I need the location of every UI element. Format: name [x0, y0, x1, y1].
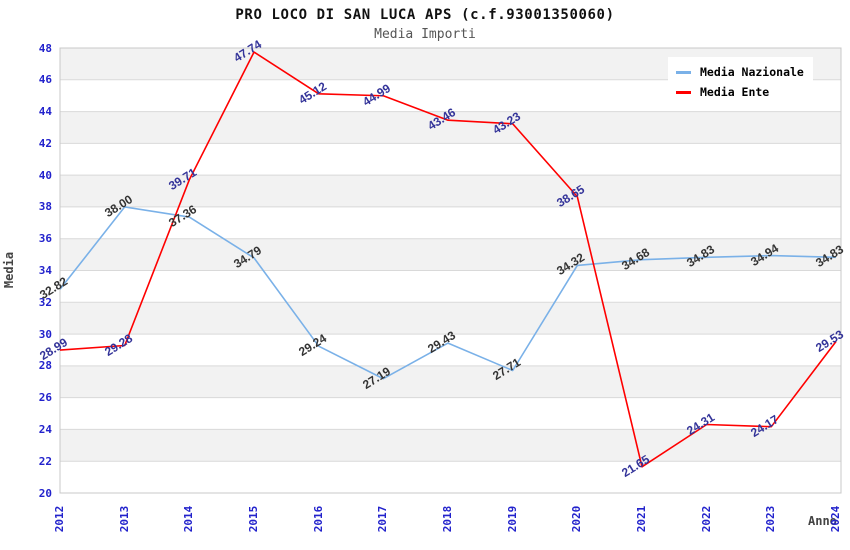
series-line-media-nazionale: [59, 206, 837, 380]
y-tick-label: 38: [38, 200, 52, 214]
series-line-media-ente: [59, 51, 837, 468]
legend-label: Media Ente: [700, 85, 770, 99]
x-tick-label: 2015: [247, 505, 260, 533]
x-tick-label: 2012: [53, 505, 66, 533]
x-tick-label: 2024: [829, 505, 842, 533]
y-tick-label: 44: [38, 105, 52, 119]
stripe-band: [60, 302, 841, 335]
x-tick-label: 2019: [505, 505, 519, 533]
y-tick-label: 48: [38, 41, 52, 55]
x-tick-label: 2014: [182, 505, 196, 533]
y-axis-title: Media: [2, 251, 16, 289]
x-tick-label: 2023: [764, 505, 778, 533]
y-tick-label: 26: [38, 391, 52, 405]
y-tick-label: 34: [38, 264, 52, 277]
chart-title: PRO LOCO DI SAN LUCA APS (c.f.9300135006…: [235, 7, 615, 23]
x-tick-label: 2022: [699, 505, 713, 533]
legend-item-media-ente: Media Ente: [676, 82, 804, 102]
y-tick-label: 24: [38, 422, 52, 436]
y-tick-label: 42: [38, 136, 52, 150]
legend-swatch-media-nazionale: [676, 70, 691, 74]
y-tick-label: 20: [38, 486, 52, 500]
stripe-band: [60, 175, 841, 207]
x-tick-label: 2018: [441, 505, 454, 533]
y-tick-label: 32: [38, 295, 52, 309]
chart-subtitle: Media Importi: [374, 27, 476, 42]
stripe-band: [60, 111, 841, 144]
y-tick-label: 36: [38, 232, 52, 246]
y-tick-label: 28: [38, 359, 52, 373]
legend-swatch-media-ente: [676, 90, 691, 94]
y-tick-label: 46: [38, 73, 52, 87]
x-tick-label: 2013: [117, 505, 131, 533]
y-tick-label: 30: [38, 327, 52, 341]
x-tick-label: 2020: [570, 505, 584, 533]
y-tick-label: 40: [38, 168, 52, 182]
stripe-band: [60, 429, 841, 462]
x-axis-title: Anno: [808, 514, 837, 528]
x-tick-label: 2016: [311, 505, 325, 533]
x-tick-label: 2017: [376, 505, 390, 533]
plot-border: [59, 47, 842, 494]
stripe-band: [60, 238, 841, 271]
stripe-band: [60, 365, 841, 398]
x-tick-label: 2021: [635, 505, 648, 533]
legend-item-media-nazionale: Media Nazionale: [676, 62, 804, 82]
y-tick-label: 22: [38, 454, 52, 468]
legend-label: Media Nazionale: [700, 65, 804, 79]
legend: Media Nazionale Media Ente: [668, 57, 813, 107]
